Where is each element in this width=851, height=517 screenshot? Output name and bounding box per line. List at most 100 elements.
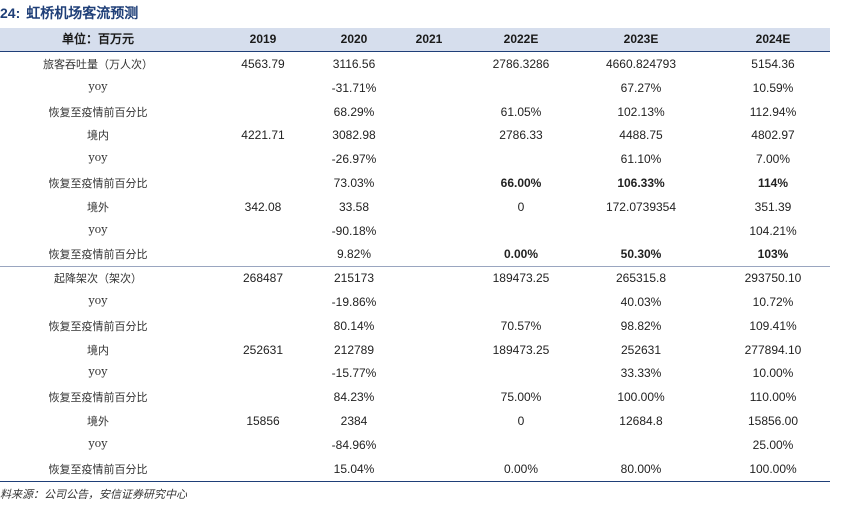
row-label: 恢复至疫情前百分比 [48, 462, 148, 476]
row-label: yoy [88, 365, 108, 379]
table-cell: 50.30% [620, 247, 662, 262]
table-cell: 80.14% [333, 318, 375, 333]
header-2022e: 2022E [503, 32, 539, 46]
row-label: yoy [88, 151, 108, 165]
row-label: yoy [88, 294, 108, 307]
row-label: 起降架次（架次） [54, 272, 142, 286]
row-label: 境内 [87, 343, 109, 357]
table-title-text: 虹桥机场客流预测 [26, 6, 139, 22]
table-cell: 102.13% [617, 104, 665, 119]
table-cell: 15856.00 [747, 414, 799, 428]
table-cell: 189473.25 [492, 271, 550, 286]
table-cell: 351.39 [754, 199, 792, 214]
table-cell: 112.94% [749, 104, 797, 119]
table-cell: 212789 [333, 342, 375, 357]
table-cell: 5154.36 [751, 57, 795, 71]
table-cell: 75.00% [500, 390, 542, 405]
row-label: yoy [88, 79, 108, 93]
table-cell: 215173 [333, 271, 375, 286]
table-cell: 106.33% [617, 176, 665, 190]
table-cell: 10.72% [752, 295, 794, 309]
table-cell: 4488.75 [619, 128, 663, 143]
table-cell: 109.41% [749, 318, 797, 333]
table-header [0, 28, 830, 51]
table-cell: 0.00% [503, 247, 539, 262]
table-cell: 68.29% [333, 104, 375, 119]
row-label: 境外 [87, 415, 109, 428]
table-cell: -19.86% [331, 295, 377, 309]
table-cell: 10.59% [752, 80, 794, 95]
row-label: 恢复至疫情前百分比 [48, 105, 148, 119]
table-cell: 100.00% [617, 390, 665, 405]
table-cell: 2786.33 [499, 128, 543, 143]
table-cell: 33.33% [620, 366, 662, 381]
table-cell: 252631 [242, 342, 284, 357]
table-cell: -84.96% [331, 437, 377, 452]
table-cell: 9.82% [336, 247, 372, 262]
header-2023e: 2023E [623, 32, 659, 46]
table-cell: 12684.8 [619, 414, 663, 428]
table-cell: 110.00% [749, 390, 797, 405]
table-cell: 61.10% [620, 152, 662, 167]
table-cell: 66.00% [500, 176, 542, 190]
table-cell: 342.08 [244, 199, 282, 214]
table-cell: -26.97% [331, 152, 377, 167]
header-2024e: 2024E [755, 32, 791, 46]
row-label: 恢复至疫情前百分比 [48, 177, 148, 190]
table-cell: 104.21% [749, 223, 797, 238]
table-cell: -90.18% [331, 223, 377, 238]
table-cell: -15.77% [331, 366, 377, 381]
table-cell: 61.05% [500, 104, 542, 119]
row-label: yoy [88, 222, 108, 236]
table-cell: 172.0739354 [605, 199, 677, 214]
row-label: 境外 [87, 200, 109, 214]
table-cell: 40.03% [620, 295, 662, 309]
header-2019: 2019 [249, 32, 277, 46]
table-cell: 67.27% [620, 80, 662, 95]
header-rule [0, 51, 830, 52]
table-cell: 98.82% [620, 318, 662, 333]
bottom-rule [0, 481, 830, 482]
table-cell: 0.00% [503, 461, 539, 476]
table-cell: 4802.97 [751, 128, 795, 143]
table-cell: 189473.25 [492, 342, 550, 357]
table-cell: 25.00% [752, 437, 794, 452]
header-unit: 单位：百万元 [61, 32, 135, 46]
table-cell: 2786.3286 [492, 57, 550, 71]
table-cell: 268487 [242, 271, 284, 286]
table-cell: 33.58 [338, 199, 370, 214]
table-cell: 252631 [620, 342, 662, 357]
table-title: 24: 虹桥机场客流预测 [0, 3, 138, 23]
table-cell: 2384 [340, 414, 368, 428]
row-label: 恢复至疫情前百分比 [48, 319, 148, 333]
table-cell: 0 [517, 199, 525, 214]
table-cell: -31.71% [331, 80, 377, 95]
table-cell: 4660.824793 [605, 57, 677, 71]
header-2020: 2020 [340, 32, 368, 46]
table-cell: 7.00% [755, 152, 791, 167]
table-cell: 103% [757, 247, 789, 262]
table-cell: 10.00% [752, 366, 794, 381]
source-note: 料来源：公司公告，安信证券研究中心 [0, 488, 187, 501]
table-cell: 293750.10 [744, 271, 802, 286]
table-cell: 73.03% [333, 176, 375, 190]
row-label: 恢复至疫情前百分比 [48, 391, 148, 405]
table-cell: 4221.71 [241, 128, 285, 143]
table-cell: 277894.10 [744, 342, 802, 357]
table-cell: 4563.79 [241, 57, 285, 71]
table-cell: 15856 [246, 414, 280, 428]
table-cell: 80.00% [620, 461, 662, 476]
table-cell: 84.23% [333, 390, 375, 405]
table-cell: 70.57% [500, 318, 542, 333]
table-cell: 3116.56 [332, 57, 376, 71]
header-2021: 2021 [415, 32, 443, 46]
table-cell: 100.00% [749, 461, 797, 476]
table-cell: 114% [757, 176, 789, 190]
table-cell: 265315.8 [615, 271, 667, 286]
row-label: yoy [88, 436, 108, 450]
row-label: 恢复至疫情前百分比 [48, 248, 148, 262]
table-number: 24: [0, 5, 21, 21]
table-cell: 15.04% [333, 461, 375, 476]
row-label: 旅客吞吐量（万人次） [43, 58, 153, 71]
section-divider [0, 266, 830, 267]
